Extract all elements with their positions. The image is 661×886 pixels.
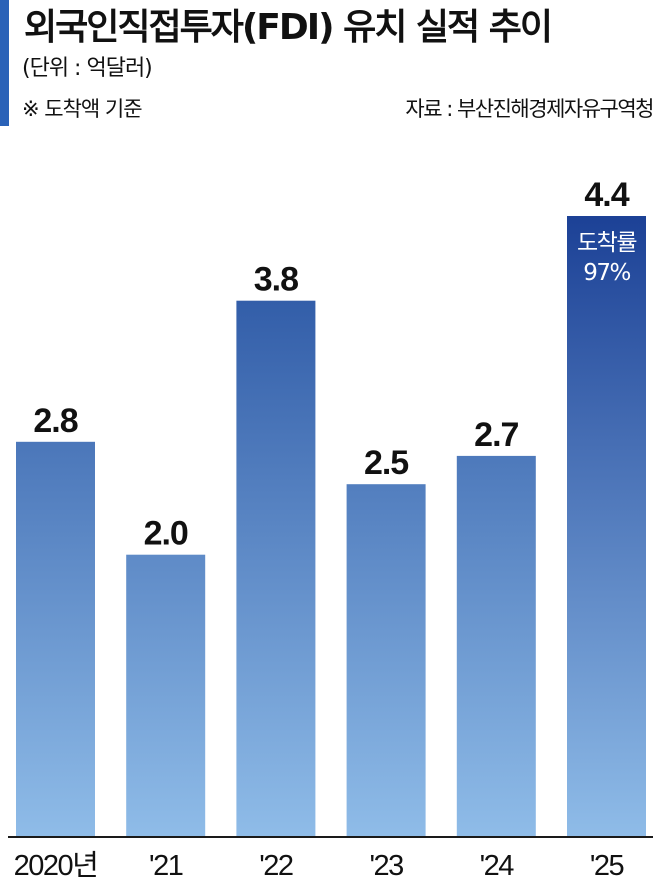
value-label-1: 2.0 [144,515,188,553]
x-tick-label-4: '24 [480,850,515,882]
value-label-5: 4.4 [584,176,629,214]
bar-1 [126,554,206,837]
x-tick-label-5: '25 [590,850,624,882]
chart-title: 외국인직접투자(FDI) 유치 실적 추이 [24,7,553,48]
unit-label: (단위 : 억달러) [22,56,153,81]
value-label-3: 2.5 [364,444,408,482]
source-label: 자료 : 부산진해경제자유구역청 [405,97,654,121]
bar-2 [236,300,316,837]
annotation-line-0: 도착률 [577,230,636,256]
bar-5 [567,216,646,837]
bar-3 [346,484,426,837]
value-label-4: 2.7 [474,416,518,454]
bar-4 [456,455,536,837]
value-label-2: 3.8 [254,261,298,299]
annotation-line-1: 97% [583,260,630,286]
x-tick-label-3: '23 [369,850,403,882]
bar-0 [16,441,95,837]
basis-note: ※ 도착액 기준 [22,97,143,121]
x-tick-label-0: 2020년 [14,850,98,882]
x-tick-label-1: '21 [149,850,183,882]
x-tick-label-2: '22 [259,850,293,882]
value-label-0: 2.8 [33,402,77,440]
title-accent-bar [0,0,9,126]
